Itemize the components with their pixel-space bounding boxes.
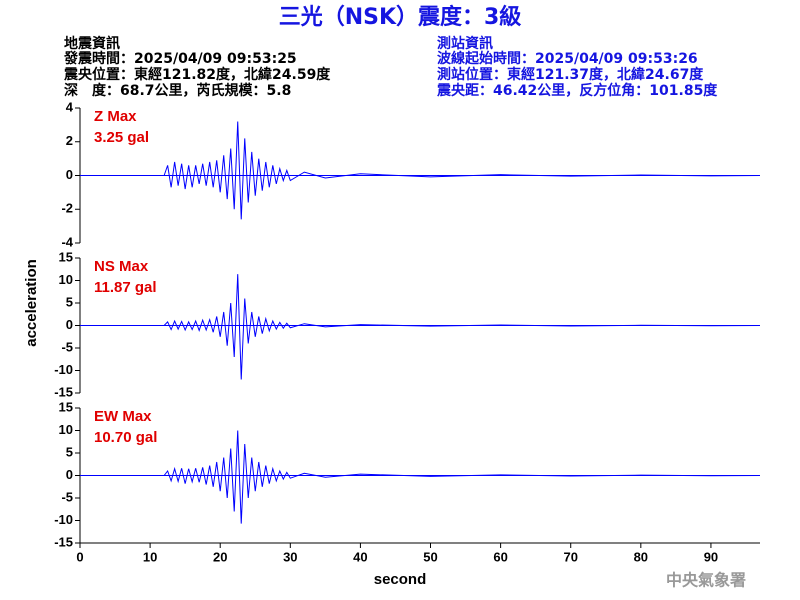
y-tick-label: -10 (54, 512, 73, 527)
y-tick-label: 0 (66, 317, 73, 332)
y-tick-label: 15 (59, 249, 73, 264)
max-label: Z Max (94, 108, 137, 125)
y-tick-label: 5 (66, 444, 73, 459)
y-tick-label: -2 (61, 201, 73, 216)
max-label: EW Max (94, 408, 152, 425)
x-tick-label: 60 (493, 549, 507, 564)
y-tick-label: -15 (54, 384, 73, 399)
max-label: 10.70 gal (94, 429, 157, 446)
y-tick-label: -15 (54, 534, 73, 549)
y-tick-label: 2 (66, 133, 73, 148)
x-tick-label: 30 (283, 549, 297, 564)
max-label: 11.87 gal (94, 279, 157, 296)
agency: 中央氣象署 (666, 571, 746, 590)
station-line: 震央距：46.42公里，反方位角：101.85度 (436, 82, 718, 99)
x-tick-label: 70 (563, 549, 577, 564)
info-line: 地震資訊 (64, 35, 120, 52)
station-line: 測站資訊 (437, 35, 493, 52)
y-tick-label: 0 (66, 467, 73, 482)
waveform (80, 430, 761, 524)
max-label: NS Max (94, 258, 149, 275)
x-tick-label: 10 (143, 549, 157, 564)
max-label: 3.25 gal (94, 129, 149, 146)
x-tick-label: 50 (423, 549, 437, 564)
y-tick-label: -5 (61, 339, 73, 354)
station-line: 測站位置：東經121.37度，北緯24.67度 (437, 66, 704, 83)
y-tick-label: 0 (66, 167, 73, 182)
y-axis-label: acceleration (23, 259, 40, 347)
x-tick-label: 20 (213, 549, 227, 564)
y-tick-label: 15 (59, 399, 73, 414)
title: 三光（NSK）震度：3級 (279, 4, 522, 30)
x-axis-label: second (374, 571, 427, 588)
y-tick-label: 10 (59, 422, 73, 437)
waveform (80, 274, 761, 380)
x-tick-label: 80 (634, 549, 648, 564)
y-tick-label: -5 (61, 489, 73, 504)
station-line: 波線起始時間：2025/04/09 09:53:26 (437, 50, 698, 67)
y-tick-label: 4 (66, 99, 74, 114)
info-line: 發震時間：2025/04/09 09:53:25 (63, 50, 297, 67)
y-tick-label: 5 (66, 294, 73, 309)
y-tick-label: 10 (59, 272, 73, 287)
info-line: 震央位置：東經121.82度，北緯24.59度 (63, 66, 331, 83)
waveform (80, 121, 761, 220)
y-tick-label: -10 (54, 362, 73, 377)
x-tick-label: 40 (353, 549, 367, 564)
x-tick-label: 0 (76, 549, 83, 564)
info-line: 深 度：68.7公里，芮氏規模：5.8 (64, 82, 291, 99)
x-tick-label: 90 (704, 549, 718, 564)
y-tick-label: -4 (61, 234, 73, 249)
